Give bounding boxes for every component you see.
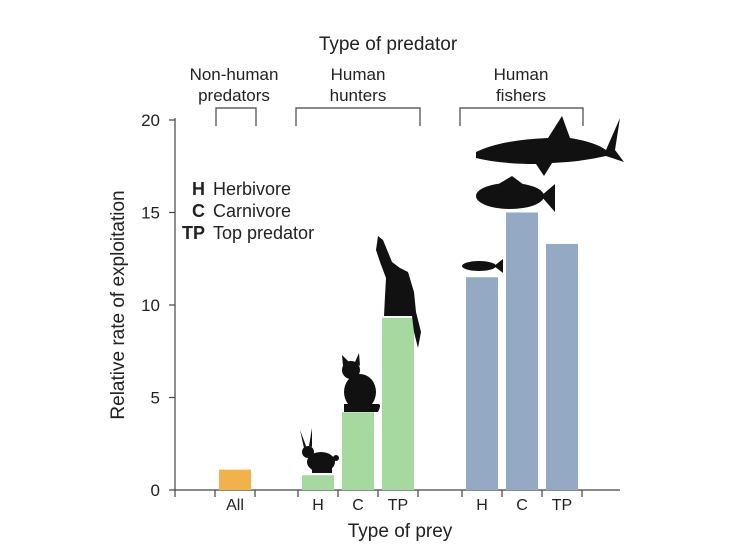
legend-text-carnivore: Carnivore xyxy=(213,201,291,221)
bar-4 xyxy=(466,277,498,490)
group-bracket-hunters xyxy=(295,107,421,126)
group-label-fishers-line2: fishers xyxy=(496,86,546,105)
small-fish-icon xyxy=(462,259,503,273)
x-tick-label: TP xyxy=(388,497,408,514)
shark-icon xyxy=(476,116,624,176)
bar-6 xyxy=(546,243,578,490)
bar-2 xyxy=(342,412,374,490)
y-axis-label: Relative rate of exploitation xyxy=(108,190,129,419)
legend-code-tp: TP xyxy=(182,223,205,243)
group-label-nonhuman-line1: Non-human xyxy=(190,65,279,84)
y-axis-ticks: 0 5 10 15 20 xyxy=(141,111,175,500)
group-bracket-nonhuman xyxy=(215,107,257,126)
wolf-icon xyxy=(376,236,421,348)
x-axis-label: Type of prey xyxy=(348,521,453,542)
chart-title: Type of predator xyxy=(319,34,458,55)
bar-3 xyxy=(382,317,414,490)
rabbit-icon xyxy=(300,428,339,473)
bars xyxy=(219,212,578,490)
y-tick-label: 0 xyxy=(151,481,160,500)
bar-1 xyxy=(302,475,334,490)
x-tick-label: C xyxy=(352,497,364,514)
x-tick-label: C xyxy=(516,497,528,514)
group-label-fishers-line1: Human xyxy=(494,65,549,84)
x-axis-ticks xyxy=(174,490,583,497)
group-label-hunters-line2: hunters xyxy=(330,86,387,105)
y-tick-label: 15 xyxy=(141,204,160,223)
y-tick-label: 10 xyxy=(141,296,160,315)
legend-text-top-predator: Top predator xyxy=(213,223,314,243)
legend-code-h: H xyxy=(192,179,205,199)
x-tick-label: H xyxy=(312,497,324,514)
legend-code-c: C xyxy=(192,201,205,221)
group-bracket-fishers xyxy=(459,107,584,126)
group-label-nonhuman-line2: predators xyxy=(198,86,270,105)
x-tick-labels: All H C TP H C TP xyxy=(226,497,572,514)
x-tick-label: All xyxy=(226,497,244,514)
y-tick-label: 5 xyxy=(151,389,160,408)
x-tick-label: H xyxy=(476,497,488,514)
bar-0 xyxy=(219,469,251,490)
x-tick-label: TP xyxy=(552,497,572,514)
bar-5 xyxy=(506,212,538,490)
grouper-icon xyxy=(476,176,555,212)
y-tick-label: 20 xyxy=(141,111,160,130)
legend-text-herbivore: Herbivore xyxy=(213,179,291,199)
cat-icon xyxy=(342,353,380,412)
legend: H Herbivore C Carnivore TP Top predator xyxy=(182,179,314,243)
group-label-hunters-line1: Human xyxy=(331,65,386,84)
